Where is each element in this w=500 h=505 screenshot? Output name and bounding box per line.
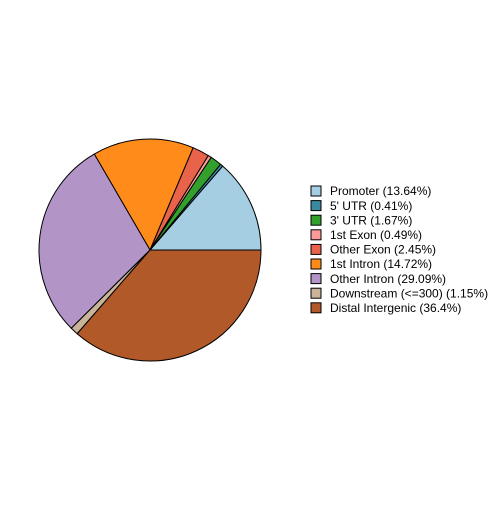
legend-label: 5' UTR (0.41%) [330, 199, 412, 213]
legend-swatch [310, 258, 322, 270]
legend-label: 3' UTR (1.67%) [330, 213, 412, 227]
legend-swatch [310, 185, 322, 197]
pie-slice [148, 165, 262, 251]
legend-swatch [310, 214, 322, 226]
legend-swatch [310, 302, 322, 314]
legend-label: 1st Exon (0.49%) [330, 228, 422, 242]
legend-label: Other Exon (2.45%) [330, 243, 436, 257]
pie-slice [38, 153, 151, 329]
legend-swatch [310, 243, 322, 255]
pie-slice [93, 138, 194, 252]
legend-label: Distal Intergenic (36.4%) [330, 301, 461, 315]
legend-label: 1st Intron (14.72%) [330, 257, 432, 271]
pie-slice [76, 249, 262, 362]
legend-label: Promoter (13.64%) [330, 184, 431, 198]
legend-swatch [310, 273, 322, 285]
legend-label: Downstream (<=300) (1.15%) [330, 286, 488, 300]
legend-swatch [310, 229, 322, 241]
legend-swatch [310, 287, 322, 299]
legend-label: Other Intron (29.09%) [330, 272, 446, 286]
legend-swatch [310, 200, 322, 212]
